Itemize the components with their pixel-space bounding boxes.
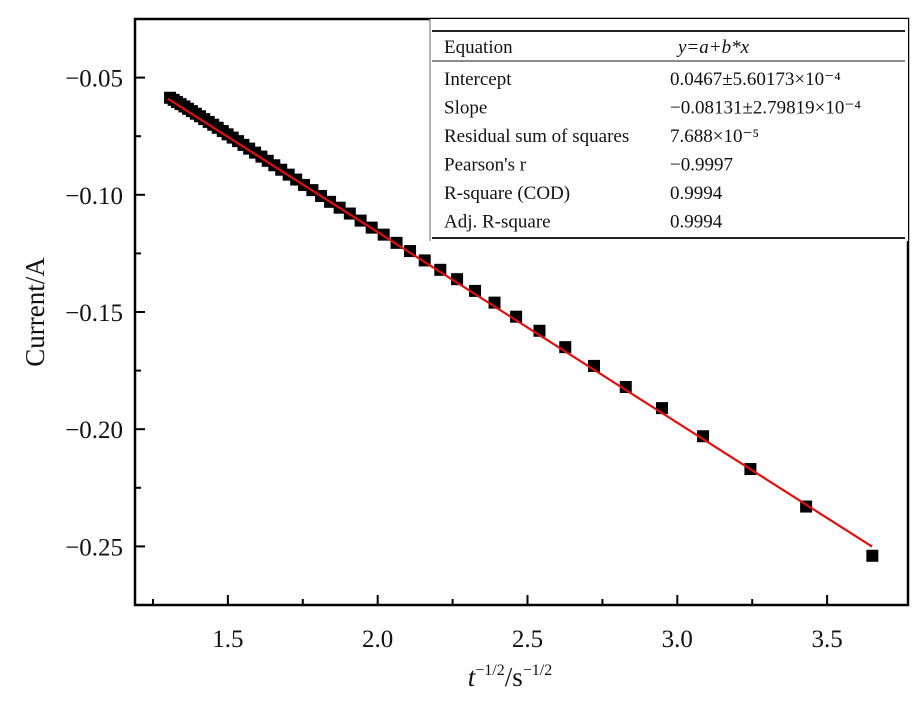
y-tick-label: −0.20 [65, 417, 123, 444]
fit-table-row-label: Intercept [444, 69, 512, 90]
data-point [451, 273, 464, 286]
fit-table-row-label: Residual sum of squares [444, 126, 629, 147]
y-tick-label: −0.05 [65, 66, 123, 93]
fit-table-row-label: R-square (COD) [444, 183, 570, 204]
x-tick-label: 2.5 [512, 626, 543, 653]
x-tick-labels: 1.5 2.0 2.5 3.0 3.5 [212, 626, 842, 653]
data-point [510, 310, 523, 323]
fit-table-row-value: 0.9994 [670, 212, 723, 233]
x-axis-title-unit: /s [505, 662, 523, 692]
data-point [469, 284, 482, 297]
fit-table-row-value: 0.9994 [670, 183, 723, 204]
fit-table-row-label: Adj. R-square [444, 212, 551, 233]
x-tick-label: 2.0 [362, 626, 393, 653]
x-axis-title: t−1/2/s−1/2 [468, 662, 552, 692]
x-axis-title-sup1: −1/2 [475, 662, 504, 679]
x-tick-label: 1.5 [212, 626, 243, 653]
fit-table-row-label: Pearson's r [444, 155, 527, 176]
y-tick-label: −0.25 [65, 534, 123, 561]
y-axis-title: Current/A [20, 257, 50, 367]
fit-table: Equation y=a+b*x Intercept 0.0467±5.60173… [429, 19, 908, 241]
x-tick-label: 3.0 [662, 626, 693, 653]
fit-table-row-value: −0.9997 [670, 155, 733, 176]
fit-table-header-value: y=a+b*x [676, 37, 750, 58]
y-tick-label: −0.10 [65, 183, 123, 210]
fit-line [167, 97, 873, 548]
fit-table-row-label: Slope [444, 98, 487, 119]
data-point [697, 430, 710, 443]
data-point [619, 381, 632, 394]
data-point [866, 549, 879, 562]
fit-table-header-label: Equation [444, 37, 513, 58]
x-axis-title-sup2: −1/2 [523, 662, 552, 679]
y-tick-labels: −0.05 −0.10 −0.15 −0.20 −0.25 [65, 66, 123, 562]
fit-table-row-value: 0.0467±5.60173×10⁻⁴ [670, 69, 841, 90]
data-points [164, 91, 879, 562]
y-tick-label: −0.15 [65, 300, 123, 327]
fit-table-row-value: −0.08131±2.79819×10⁻⁴ [670, 98, 861, 119]
x-axis-title-var: t [468, 662, 477, 692]
axis-ticks [135, 76, 829, 605]
x-tick-label: 3.5 [811, 626, 842, 653]
fit-table-row-value: 7.688×10⁻⁵ [670, 126, 759, 147]
fit-table-background [430, 19, 908, 241]
